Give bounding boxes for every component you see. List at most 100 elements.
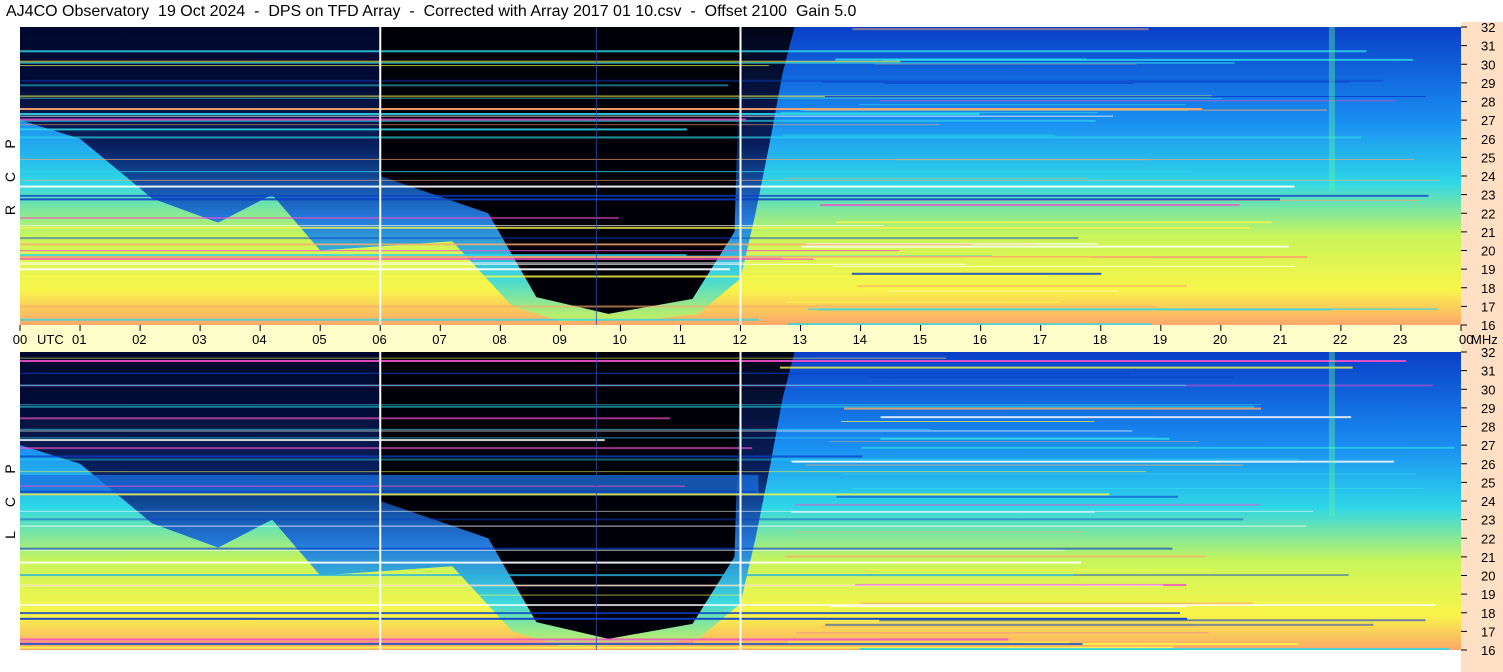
y-tick-label: 26 [1481, 457, 1495, 472]
polarization-letter: P [2, 464, 18, 473]
interference-streak [885, 82, 1134, 84]
chart-title: AJ4CO Observatory 19 Oct 2024 - DPS on T… [6, 3, 857, 20]
interference-streak [857, 285, 1188, 288]
y-tick-label: 22 [1481, 206, 1495, 221]
interference-streak [20, 50, 1367, 53]
lcp-panel [20, 352, 1461, 650]
interference-streak [20, 458, 1300, 461]
mhz-axis-label: MHz [1471, 332, 1498, 347]
y-tick-label: 32 [1481, 20, 1495, 35]
interference-streak [20, 455, 863, 458]
interference-streak [829, 613, 1158, 616]
interference-streak [20, 136, 1362, 139]
x-tick-label: 03 [192, 332, 206, 347]
interference-streak [862, 286, 1445, 289]
freq-axis-band [1461, 22, 1503, 672]
x-tick-label: 01 [72, 332, 86, 347]
interference-streak [20, 84, 729, 87]
interference-streak [20, 428, 931, 430]
y-tick-label: 30 [1481, 57, 1495, 72]
utc-axis-label: UTC [37, 332, 64, 347]
interference-streak [20, 158, 1415, 160]
interference-streak [20, 447, 753, 450]
x-tick-label: 06 [372, 332, 386, 347]
interference-streak [20, 65, 769, 67]
y-tick-label: 28 [1481, 420, 1495, 435]
interference-streak [20, 179, 1440, 181]
interference-streak [20, 226, 1250, 229]
interference-streak [860, 602, 1253, 605]
interference-streak [20, 612, 1181, 615]
interference-streak [828, 441, 1199, 443]
interference-streak [779, 366, 1353, 369]
interference-column [1328, 352, 1335, 516]
y-tick-label: 17 [1481, 624, 1495, 639]
interference-streak [20, 604, 1436, 607]
interference-streak [20, 405, 1255, 408]
interference-streak [20, 243, 1037, 245]
interference-streak [780, 112, 1098, 114]
interference-streak [20, 584, 1164, 587]
interference-streak [806, 242, 1099, 245]
interference-streak [20, 490, 757, 493]
interference-streak [867, 568, 1215, 571]
interference-streak [20, 638, 1009, 641]
polarization-letter: R [2, 205, 18, 215]
interference-streak [20, 641, 693, 644]
night-core [380, 352, 741, 639]
interference-streak [20, 61, 1235, 64]
interference-streak [824, 96, 1426, 98]
x-tick-label: 11 [672, 332, 686, 347]
x-tick-label: 20 [1213, 332, 1227, 347]
interference-streak [867, 376, 1235, 378]
interference-streak [782, 134, 1055, 137]
interference-streak [879, 100, 1396, 102]
interference-streak [830, 606, 1187, 608]
interference-streak [20, 525, 1306, 527]
y-tick-label: 16 [1481, 643, 1495, 658]
interference-streak [20, 561, 1082, 564]
mhz-axis: 16 17 18 19 20 21 22 23 24 25 26 27 28 29 30 31 32 16 17 18… [1461, 20, 1495, 658]
y-tick-label: 31 [1481, 39, 1495, 54]
utc-axis: 00 01 02 03 04 05 06 07 08 09 10 11 12 13 14 15 16 17 18 19… [13, 325, 1498, 347]
interference-streak [820, 626, 1199, 628]
x-tick-label: 19 [1153, 332, 1167, 347]
interference-streak [825, 623, 1374, 626]
y-tick-label: 25 [1481, 475, 1495, 490]
interference-streak [20, 549, 1065, 551]
interference-streak [20, 305, 1156, 308]
interference-streak [20, 79, 1384, 82]
interference-streak [20, 216, 619, 219]
lcp-band [20, 474, 759, 496]
x-tick-label: 12 [733, 332, 747, 347]
interference-streak [836, 495, 1179, 498]
x-tick-label: 17 [1033, 332, 1047, 347]
interference-streak [20, 360, 1407, 363]
interference-streak [20, 617, 1188, 620]
interference-streak [20, 268, 731, 271]
y-tick-label: 19 [1481, 587, 1495, 602]
interference-streak [20, 95, 1212, 98]
interference-streak [20, 115, 1114, 117]
interference-streak [882, 58, 1413, 61]
interference-streak [20, 594, 1363, 596]
y-tick-label: 28 [1481, 95, 1495, 110]
y-tick-label: 29 [1481, 76, 1495, 91]
interference-streak [20, 237, 1079, 240]
y-tick-label: 20 [1481, 569, 1495, 584]
interference-streak [20, 404, 1261, 406]
interference-streak [795, 531, 1083, 533]
interference-streak [820, 204, 1240, 207]
interference-streak [801, 245, 1289, 248]
y-tick-label: 32 [1481, 345, 1495, 360]
interference-streak [20, 185, 1295, 188]
interference-streak [788, 641, 1070, 644]
x-tick-label: 15 [913, 332, 927, 347]
interference-streak [20, 119, 1096, 122]
interference-streak [790, 460, 1222, 462]
interference-streak [863, 199, 1419, 201]
interference-streak [20, 244, 972, 246]
polarization-letter: C [2, 172, 18, 182]
interference-streak [804, 109, 1327, 111]
interference-streak [879, 619, 1426, 622]
